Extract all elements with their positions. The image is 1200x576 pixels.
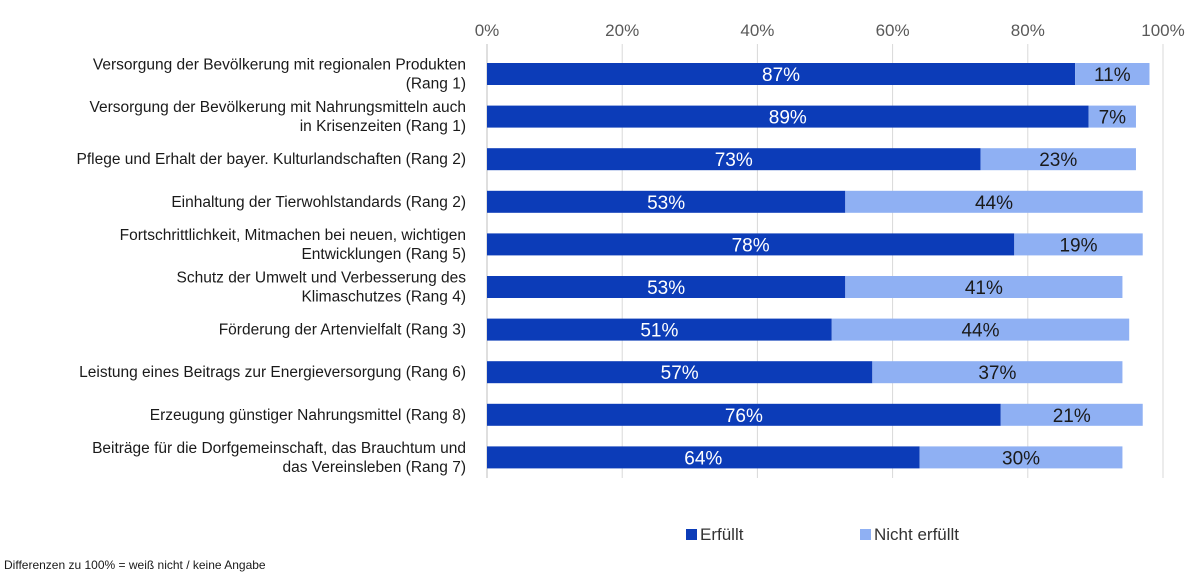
data-label: 76% (725, 406, 763, 427)
data-label: 64% (684, 448, 722, 469)
category-label: Beiträge für die Dorfgemeinschaft, das B… (92, 440, 466, 457)
data-label: 37% (978, 363, 1016, 384)
category-label: Versorgung der Bevölkerung mit Nahrungsm… (89, 99, 466, 116)
category-label: Einhaltung der Tierwohlstandards (Rang 2… (171, 194, 466, 211)
bar-nicht-erfuellt (1075, 63, 1150, 85)
data-label: 7% (1099, 108, 1127, 129)
category-label: Fortschrittlichkeit, Mitmachen bei neuen… (120, 227, 466, 244)
bar-erfuellt (487, 63, 1076, 85)
bar-erfuellt (487, 233, 1015, 256)
bar-nicht-erfuellt (1000, 403, 1143, 426)
bar-nicht-erfuellt (1088, 105, 1136, 128)
data-label: 89% (769, 108, 807, 129)
category-label: Erzeugung günstiger Nahrungsmittel (Rang… (150, 407, 466, 424)
category-label: (Rang 1) (406, 76, 466, 93)
data-label: 78% (732, 235, 770, 256)
category-label: Pflege und Erhalt der bayer. Kulturlands… (77, 151, 466, 168)
category-label: Förderung der Artenvielfalt (Rang 3) (219, 322, 466, 339)
data-label: 53% (647, 193, 685, 214)
legend-label: Erfüllt (700, 525, 744, 544)
footnote: Differenzen zu 100% = weiß nicht / keine… (4, 558, 266, 572)
x-tick-label: 100% (1141, 21, 1184, 40)
x-tick-label: 20% (605, 21, 639, 40)
bar-erfuellt (487, 318, 832, 341)
bar-nicht-erfuellt (1014, 233, 1143, 256)
bar-erfuellt (487, 190, 846, 213)
data-label: 53% (647, 278, 685, 299)
category-label: das Vereinsleben (Rang 7) (282, 459, 466, 476)
data-label: 51% (640, 321, 678, 342)
bar-erfuellt (487, 148, 981, 171)
bar-nicht-erfuellt (919, 446, 1123, 469)
bar-erfuellt (487, 361, 873, 384)
x-tick-label: 80% (1011, 21, 1045, 40)
x-tick-label: 60% (876, 21, 910, 40)
data-label: 44% (975, 193, 1013, 214)
bar-nicht-erfuellt (872, 361, 1123, 384)
data-label: 87% (762, 65, 800, 86)
data-label: 21% (1053, 406, 1091, 427)
bar-erfuellt (487, 403, 1001, 426)
data-label: 11% (1094, 65, 1131, 86)
data-label: 41% (965, 278, 1003, 299)
legend-swatch-nicht-erfuellt (860, 529, 871, 540)
legend-label: Nicht erfüllt (874, 525, 959, 544)
x-tick-label: 0% (475, 21, 500, 40)
legend-swatch-erfuellt (686, 529, 697, 540)
bar-erfuellt (487, 446, 920, 469)
data-label: 73% (715, 150, 753, 171)
bar-nicht-erfuellt (831, 318, 1130, 341)
category-label: Entwicklungen (Rang 5) (301, 246, 466, 263)
bar-nicht-erfuellt (845, 276, 1123, 298)
category-label: Schutz der Umwelt und Verbesserung des (177, 270, 467, 287)
category-label: in Krisenzeiten (Rang 1) (300, 118, 466, 135)
bar-nicht-erfuellt (845, 190, 1143, 213)
category-label: Klimaschutzes (Rang 4) (301, 289, 466, 306)
category-label: Versorgung der Bevölkerung mit regionale… (93, 57, 466, 74)
data-label: 19% (1059, 235, 1097, 256)
category-label: Leistung eines Beitrags zur Energieverso… (79, 364, 466, 381)
bar-erfuellt (487, 105, 1089, 128)
data-label: 44% (961, 321, 999, 342)
data-label: 30% (1002, 448, 1040, 469)
bar-nicht-erfuellt (980, 148, 1136, 171)
data-label: 57% (661, 363, 699, 384)
bar-erfuellt (487, 276, 846, 298)
data-label: 23% (1039, 150, 1077, 171)
x-tick-label: 40% (740, 21, 774, 40)
